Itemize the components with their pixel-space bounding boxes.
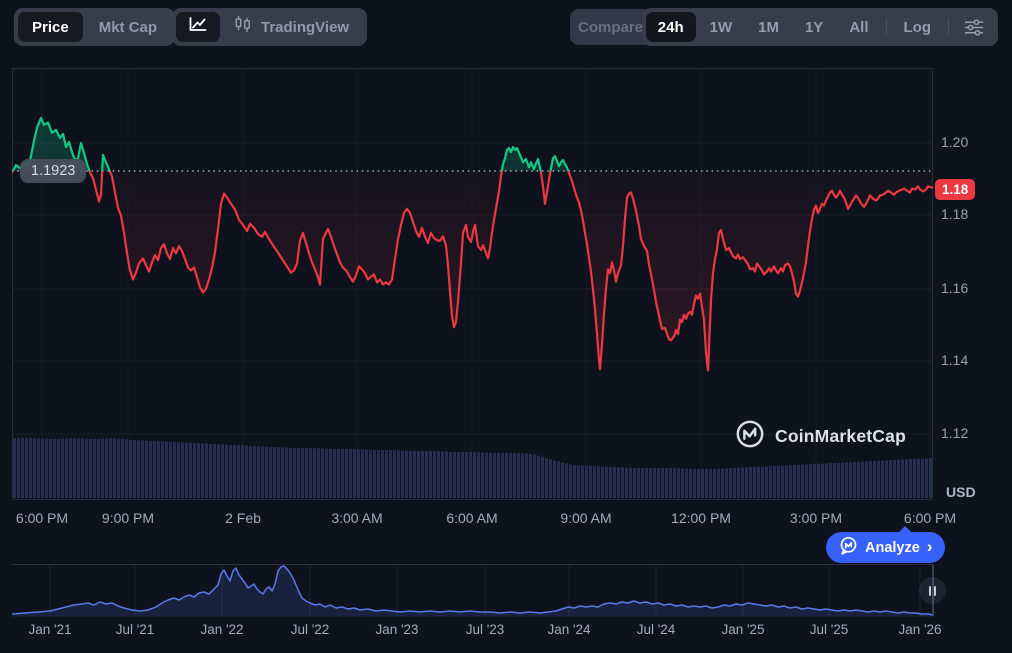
x-axis-label: 6:00 PM [903,510,957,526]
navigator-axis-label: Jul '22 [290,622,330,637]
chevron-right-icon: › [926,537,933,556]
navigator-axis-label: Jan '25 [721,622,765,637]
y-axis-label: 1.16 [941,280,969,296]
compare-label: Compare [577,18,644,36]
handle-bar-icon [934,585,936,596]
tradingview-label: TradingView [261,18,350,36]
coinmarketcap-watermark: CoinMarketCap [735,419,906,454]
handle-bar-icon [929,585,931,596]
candlestick-icon [234,16,252,38]
analyze-button[interactable]: Analyze › [826,526,946,563]
coinmarketcap-logo-icon [735,419,765,454]
y-axis-label: 1.14 [941,352,969,368]
analyze-label: Analyze [865,539,920,556]
navigator-axis-label: Jan '23 [375,622,419,637]
x-axis-label: 6:00 AM [446,510,498,526]
x-axis-label: 12:00 PM [671,510,731,526]
navigator-axis-label: Jul '25 [809,622,849,637]
navigator-axis-label: Jan '26 [898,622,942,637]
y-axis-label: 1.12 [941,425,969,441]
range-all[interactable]: All [849,18,869,36]
navigator-handle[interactable] [919,577,946,604]
navigator-axis-label: Jul '24 [636,622,676,637]
range-log[interactable]: Log [903,18,932,36]
range-1y[interactable]: 1Y [804,18,824,36]
x-axis-label: 3:00 AM [331,510,383,526]
range-selector: 24h 1W 1M 1Y All Log [641,8,998,46]
range-1w[interactable]: 1W [709,18,733,36]
navigator-axis-label: Jul '23 [465,622,505,637]
y-axis-label: 1.20 [941,134,969,150]
navigator-axis-label: Jul '21 [115,622,155,637]
current-price-badge: 1.18 [935,179,976,200]
price-tab[interactable]: Price [18,12,83,42]
mktcap-tab[interactable]: Mkt Cap [98,18,158,36]
tradingview-tab[interactable]: TradingView [222,16,363,38]
x-axis-label: 6:00 PM [15,510,69,526]
x-axis-label: 9:00 PM [101,510,155,526]
navigator-axis-label: Jan '21 [28,622,72,637]
baseline-price-label: 1.1923 [20,159,87,183]
divider [948,18,949,36]
range-1m[interactable]: 1M [758,18,779,36]
x-axis-label: 3:00 PM [789,510,843,526]
x-axis-label: 9:00 AM [560,510,612,526]
range-24h[interactable]: 24h [645,12,696,42]
x-axis-label: 2 Feb [225,510,261,526]
chart-type-toggle: TradingView [172,8,368,46]
line-chart-tab[interactable] [176,12,220,42]
sliders-icon [964,18,984,36]
chart-settings-button[interactable] [954,12,994,42]
price-mktcap-toggle: Price Mkt Cap [14,8,176,46]
navigator-axis-label: Jan '24 [547,622,591,637]
watermark-label: CoinMarketCap [775,426,906,446]
navigator-axis-label: Jan '22 [200,622,244,637]
y-axis-unit: USD [946,484,976,500]
divider [885,18,887,36]
y-axis-label: 1.18 [941,206,969,222]
analyze-bubble-icon [839,536,858,560]
line-chart-icon [188,17,208,37]
